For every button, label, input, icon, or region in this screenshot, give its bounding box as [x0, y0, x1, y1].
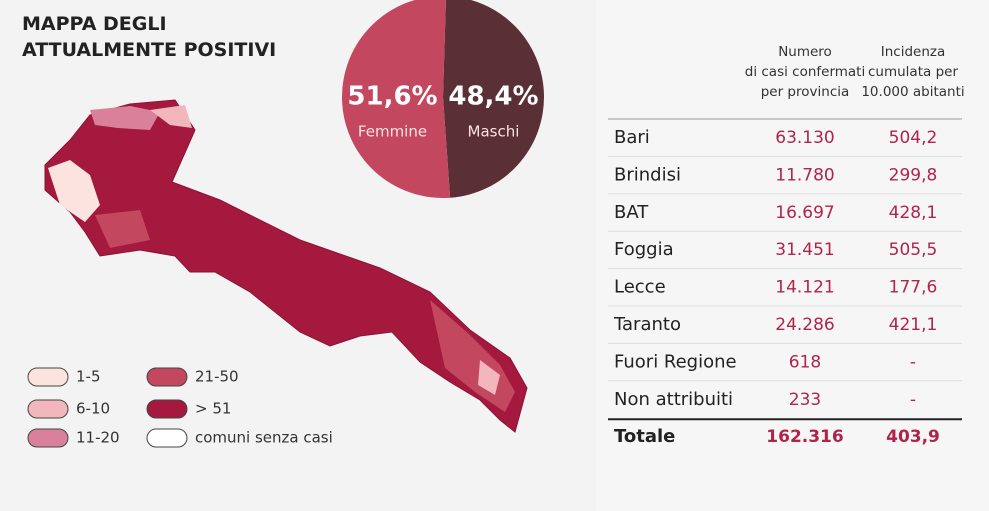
- row-label: Foggia: [614, 239, 674, 260]
- legend-swatch: [27, 428, 69, 448]
- pie-value-label: 51,6%: [347, 82, 437, 112]
- pie-name-label: Maschi: [468, 123, 520, 141]
- total-label: Totale: [614, 426, 675, 447]
- total-value: 162.316: [766, 427, 843, 447]
- title: MAPPA DEGLI ATTUALMENTE POSITIVI: [22, 13, 276, 61]
- pie-slice: [342, 0, 451, 198]
- map-area: [478, 360, 500, 395]
- legend-label: > 51: [195, 400, 231, 418]
- cell-value: 428,1: [889, 203, 938, 223]
- cell-value: 505,5: [889, 240, 938, 260]
- map-area: [48, 160, 100, 222]
- total-value: 403,9: [886, 427, 940, 447]
- table: Numero di casi confermati per provinciaInc…: [608, 44, 965, 447]
- cell-value: -: [910, 390, 916, 410]
- cell-value: 177,6: [889, 278, 938, 298]
- cell-value: 11.780: [775, 165, 834, 185]
- legend: 1-5 6-10 11-20 21-50 > 51 comuni senza casi: [27, 367, 333, 448]
- pie-slice: [443, 0, 544, 198]
- cell-value: 504,2: [889, 128, 938, 148]
- cell-value: 31.451: [775, 240, 834, 260]
- region-map: [44, 99, 528, 433]
- map-area: [150, 105, 192, 128]
- map-area: [90, 106, 160, 130]
- cell-value: 299,8: [889, 165, 938, 185]
- row-label: Taranto: [613, 314, 681, 335]
- cell-value: 14.121: [775, 278, 834, 298]
- pie-name-label: Femmine: [358, 123, 427, 141]
- legend-swatch: [27, 399, 69, 419]
- map: [44, 99, 528, 433]
- row-label: Brindisi: [614, 164, 681, 185]
- map-area: [95, 210, 150, 248]
- legend-swatch: [146, 399, 188, 419]
- cell-value: 618: [789, 352, 821, 372]
- row-label: Bari: [614, 127, 650, 148]
- table-bg: [596, 0, 989, 511]
- legend-label: 6-10: [76, 400, 110, 418]
- legend-swatch: [146, 428, 188, 448]
- pie-value-label: 48,4%: [448, 82, 538, 112]
- row-label: Non attribuiti: [614, 389, 733, 410]
- cell-value: 63.130: [775, 128, 834, 148]
- legend-label: comuni senza casi: [195, 429, 333, 447]
- column-header: Incidenza cumulata per 10.000 abitanti: [861, 44, 964, 100]
- row-label: BAT: [614, 202, 649, 223]
- legend-label: 1-5: [76, 368, 101, 386]
- column-header: Numero di casi confermati per provincia: [745, 44, 865, 100]
- cell-value: 233: [789, 390, 821, 410]
- legend-swatch: [27, 367, 69, 387]
- legend-label: 11-20: [76, 429, 120, 447]
- row-label: Lecce: [614, 277, 666, 298]
- legend-label: 21-50: [195, 368, 239, 386]
- cell-value: 24.286: [775, 315, 834, 335]
- row-label: Fuori Regione: [614, 351, 737, 372]
- cell-value: 16.697: [775, 203, 834, 223]
- cell-value: 421,1: [889, 315, 938, 335]
- pie-chart: 48,4% Maschi 51,6% Femmine: [342, 0, 544, 198]
- legend-swatch: [146, 367, 188, 387]
- cell-value: -: [910, 352, 916, 372]
